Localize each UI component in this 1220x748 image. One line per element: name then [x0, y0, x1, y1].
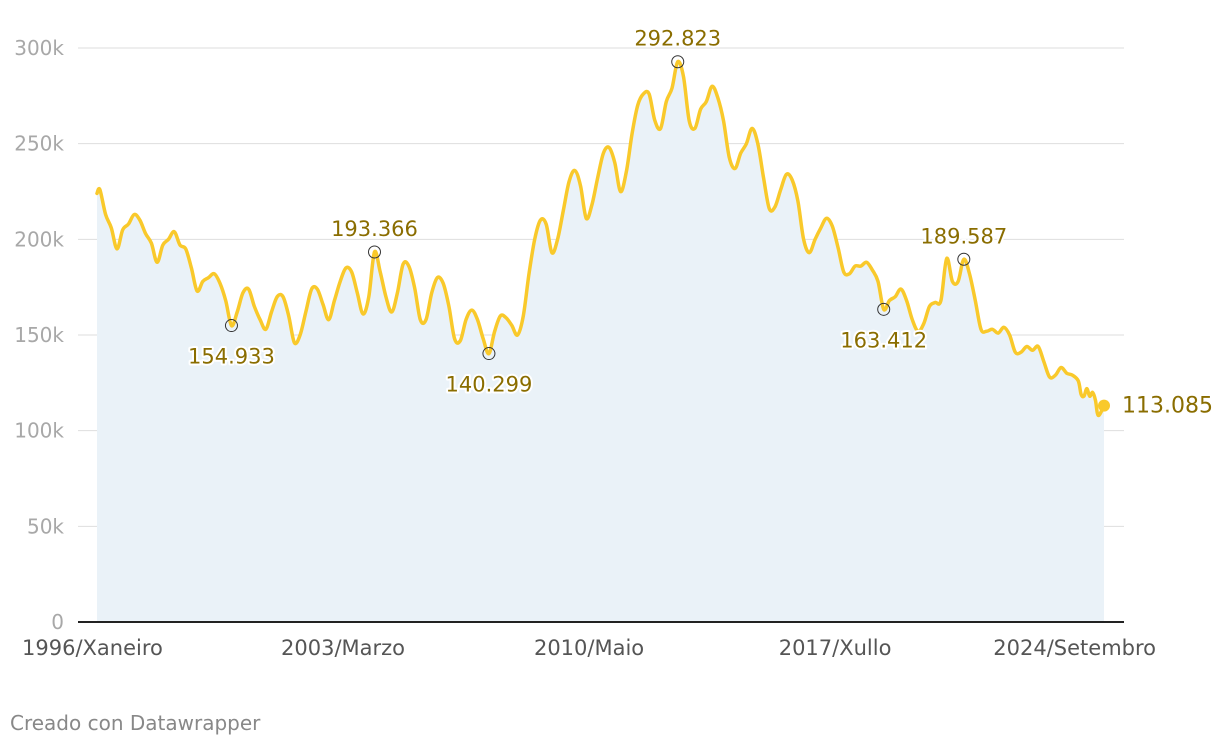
- y-tick-label: 0: [51, 610, 64, 634]
- y-tick-label: 250k: [14, 132, 64, 156]
- annotation-label: 189.587: [920, 224, 1007, 248]
- y-tick-label: 150k: [14, 323, 64, 347]
- series-line: [95, 59, 1106, 418]
- y-tick-label: 50k: [27, 514, 64, 538]
- y-tick-label: 100k: [14, 419, 64, 443]
- x-axis-ticks: 1996/Xaneiro 2003/Marzo 2010/Maio 2017/Xull…: [22, 636, 1156, 660]
- annotation-label: 163.412: [840, 328, 927, 352]
- area-fill: [97, 61, 1104, 623]
- annotation-label: 154.933: [188, 345, 275, 369]
- annotation-marker: [482, 347, 496, 361]
- line-chart: 0 50k 100k 150k 200k 250k 300k 1996/Xaneiro 200…: [14, 25, 1213, 660]
- x-tick-label: 2003/Marzo: [281, 636, 405, 660]
- y-tick-label: 300k: [14, 36, 64, 60]
- x-tick-label: 2010/Maio: [534, 636, 644, 660]
- annotations: 154.933 193.366 140.299 292.823 163.412 189.5…: [186, 25, 1009, 399]
- credit-text: Creado con Datawrapper: [10, 711, 261, 735]
- y-axis-ticks: 0 50k 100k 150k 200k 250k 300k: [14, 36, 64, 634]
- last-point-dot: [1098, 399, 1110, 412]
- annotation-label: 140.299: [446, 373, 533, 397]
- annotation-label: 193.366: [331, 217, 418, 241]
- y-tick-label: 200k: [14, 227, 64, 251]
- annotation-marker: [367, 245, 381, 259]
- x-tick-label: 2024/Setembro: [993, 636, 1156, 660]
- last-point-label: 113.085: [1122, 394, 1213, 419]
- annotation-marker: [957, 252, 971, 266]
- annotation-label: 292.823: [634, 27, 721, 51]
- x-tick-label: 2017/Xullo: [779, 636, 892, 660]
- annotation-marker: [877, 302, 891, 316]
- annotation-marker: [671, 55, 685, 69]
- annotation-marker: [224, 319, 238, 333]
- last-point-marker: 113.085: [1098, 394, 1213, 419]
- x-tick-label: 1996/Xaneiro: [22, 636, 163, 660]
